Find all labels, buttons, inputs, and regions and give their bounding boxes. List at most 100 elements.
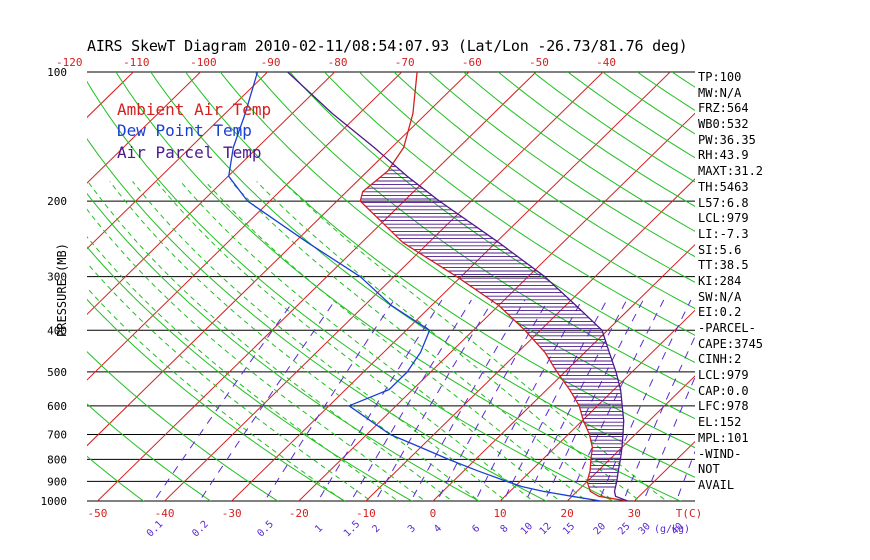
parcel-temp-line — [287, 72, 628, 501]
pressure-tick-label: 800 — [47, 453, 67, 466]
bottom-temp-tick-label: -30 — [222, 507, 242, 520]
dry-adiabat-line — [87, 351, 279, 501]
mixing-ratio-line — [153, 299, 295, 501]
isotherm-line — [87, 72, 403, 381]
dry-adiabat-line — [0, 72, 88, 510]
moist-adiabat-line — [87, 208, 426, 501]
dry-adiabat-line — [87, 298, 346, 501]
isotherm-line — [230, 72, 671, 501]
pressure-tick-label: 900 — [47, 475, 67, 488]
isotherm-line — [432, 243, 695, 501]
index-item: EI:0.2 — [698, 305, 742, 320]
isotherm-line — [87, 72, 336, 316]
moist-adiabat-line — [155, 181, 534, 501]
index-item: KI:284 — [698, 273, 742, 288]
dewpoint-line — [228, 72, 601, 501]
bottom-temp-tick-label: 10 — [493, 507, 506, 520]
dry-adiabat-line — [497, 72, 695, 207]
index-item: LI:-7.3 — [698, 226, 749, 241]
index-item: FRZ:564 — [698, 101, 749, 116]
mixing-ratio-tick-label: 1 — [313, 523, 325, 535]
dry-adiabat-line — [358, 72, 695, 310]
moist-adiabat-line — [87, 236, 399, 501]
pressure-tick-label: 600 — [47, 400, 67, 413]
mixing-ratio-line — [350, 299, 472, 501]
index-item: TH:5463 — [698, 179, 749, 194]
bottom-temp-tick-label: -50 — [88, 507, 108, 520]
index-item: AVAIL — [698, 477, 735, 492]
mixing-ratio-line — [317, 299, 443, 501]
chart-title: AIRS SkewT Diagram 2010-02-11/08:54:07.9… — [87, 37, 688, 55]
index-item: SI:5.6 — [698, 242, 742, 257]
dry-adiabat-line — [463, 72, 695, 232]
index-item: EL:152 — [698, 415, 742, 430]
mixing-ratio-tick-label: 0.1 — [145, 519, 166, 540]
mixing-ratio-tick-label: 1.5 — [342, 519, 363, 540]
top-temp-tick-label: -120 — [56, 56, 83, 69]
mixing-ratio-tick-label: 8 — [499, 523, 511, 535]
mixing-ratio-line — [544, 299, 644, 501]
top-temp-tick-label: -40 — [596, 56, 616, 69]
moist-adiabat-line — [282, 181, 668, 501]
bottom-temp-tick-label: 0 — [430, 507, 437, 520]
isotherm-line — [0, 52, 86, 510]
mixing-ratio-tick-label: 3 — [406, 523, 418, 535]
index-item: L57:6.8 — [698, 195, 749, 210]
isotherm-line — [826, 52, 870, 510]
isotherm-line — [96, 72, 537, 501]
index-item: MPL:101 — [698, 430, 749, 445]
index-item: CINH:2 — [698, 352, 742, 367]
index-item: CAP:0.0 — [698, 383, 749, 398]
isotherm-line — [0, 52, 19, 510]
isotherm-line — [87, 72, 470, 447]
dry-adiabat-line — [87, 192, 481, 501]
dry-adiabat-line — [846, 72, 870, 510]
dry-adiabat-line — [254, 72, 695, 391]
dry-adiabat-line — [532, 72, 695, 183]
mixing-ratio-line — [567, 299, 665, 501]
mixing-ratio-line — [264, 299, 395, 501]
mixing-ratio-line — [622, 335, 695, 501]
mixing-ratio-tick-label: 0.5 — [255, 519, 276, 540]
bottom-temp-tick-label: -40 — [155, 507, 175, 520]
moist-adiabat-line — [132, 181, 507, 501]
index-item: -PARCEL- — [698, 321, 756, 335]
index-item: -WIND- — [698, 446, 742, 461]
mixing-ratio-tick-label: 15 — [561, 521, 577, 537]
index-item: NOT — [698, 462, 720, 477]
top-temp-tick-label: -70 — [395, 56, 415, 69]
mixing-ratio-tick-label: 10 — [519, 521, 535, 537]
index-item: LCL:979 — [698, 211, 749, 226]
mixing-ratio-lines — [153, 299, 695, 501]
isotherm-line — [365, 178, 695, 501]
dry-adiabat-line — [324, 72, 695, 336]
legend-item-ambient: Ambient Air Temp — [117, 100, 272, 119]
y-axis-label: PRESSURE (MB) — [55, 243, 69, 337]
isotherm-line — [499, 309, 695, 501]
moist-adiabats — [87, 181, 668, 501]
bottom-temp-tick-label: 20 — [561, 507, 574, 520]
legend-item-parcel: Air Parcel Temp — [117, 143, 262, 162]
mixing-ratio-line — [598, 299, 692, 501]
pressure-tick-label: 1000 — [41, 495, 68, 508]
mixing-ratio-tick-label: 6 — [470, 523, 482, 535]
dry-adiabat-line — [0, 72, 20, 510]
isotherm-line — [87, 72, 202, 184]
dry-adiabat-line — [87, 246, 413, 501]
isotherm-line — [87, 72, 269, 250]
indices-panel: TP:100 MW:N/A FRZ:564 WB0:532 PW:36.35 R… — [698, 70, 788, 494]
index-item: TP:100 — [698, 70, 742, 84]
pressure-tick-label: 500 — [47, 366, 67, 379]
mixing-ratio-tick-label: 25 — [616, 521, 632, 537]
index-item: PW:36.35 — [698, 132, 756, 147]
dry-adiabat-line — [185, 72, 695, 449]
bottom-temp-tick-label: 30 — [628, 507, 641, 520]
temp-unit-label: T(C) — [676, 507, 703, 520]
moist-adiabat-line — [180, 181, 561, 501]
pressure-tick-label: 700 — [47, 429, 67, 442]
moist-adiabat-line — [204, 181, 588, 501]
dry-adiabat-line — [567, 72, 695, 159]
index-item: CAPE:3745 — [698, 336, 764, 351]
dry-adiabat-line — [811, 72, 870, 510]
moist-adiabat-line — [109, 181, 480, 501]
